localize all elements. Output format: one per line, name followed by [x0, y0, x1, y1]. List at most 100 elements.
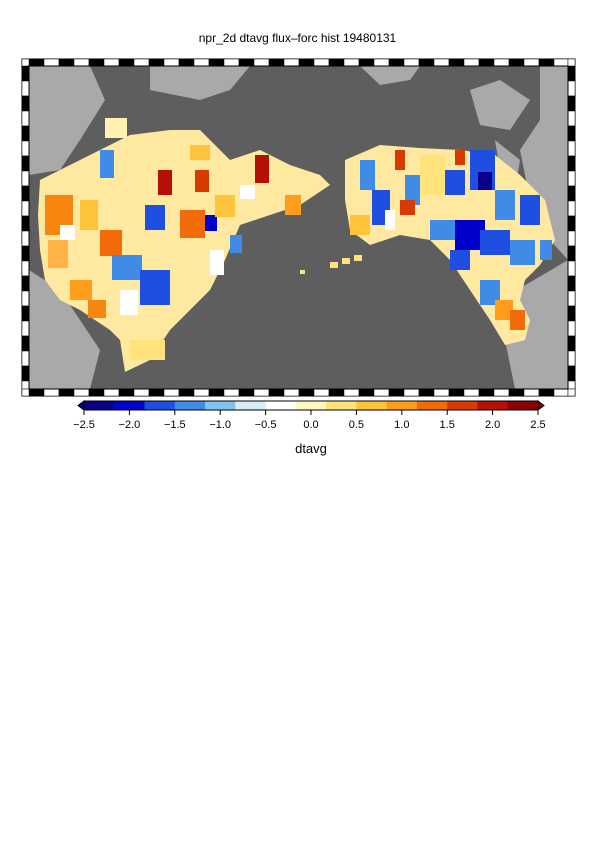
islands	[300, 255, 362, 274]
border-tick-segment	[28, 388, 45, 397]
border-tick-segment	[21, 380, 30, 390]
border-tick-segment	[58, 388, 75, 397]
border-tick-segment	[21, 170, 30, 187]
border-tick-segment	[21, 245, 30, 262]
colorbar-extend-high	[537, 400, 545, 411]
border-tick-segment	[478, 388, 495, 397]
border-tick-segment	[567, 185, 576, 202]
colorbar-swatch	[144, 401, 176, 410]
border-tick-segment	[133, 388, 150, 397]
colorbar-variable-label: dtavg	[295, 441, 327, 456]
border-tick-segment	[508, 388, 525, 397]
border-tick-segment	[567, 260, 576, 277]
border-tick-segment	[21, 320, 30, 337]
colorbar-tick-label: 0.0	[303, 419, 318, 431]
border-tick-segment	[88, 388, 105, 397]
border-tick-segment	[178, 388, 195, 397]
border-tick-segment	[567, 95, 576, 112]
border-tick-segment	[567, 80, 576, 97]
border-tick-segment	[553, 58, 569, 67]
colorbar-swatch	[386, 401, 418, 410]
colorbar-tick-label: 2.5	[530, 419, 545, 431]
border-tick-segment	[403, 58, 420, 67]
border-tick-segment	[567, 215, 576, 232]
border-tick-segment	[343, 58, 360, 67]
border-tick-segment	[283, 388, 300, 397]
colorbar-swatch	[447, 401, 478, 410]
border-tick-segment	[567, 125, 576, 142]
colorbar-tick-label: −0.5	[255, 419, 277, 431]
border-tick-segment	[538, 58, 555, 67]
border-tick-segment	[508, 58, 525, 67]
border-tick-segment	[21, 110, 30, 127]
border-tick-segment	[73, 58, 90, 67]
border-tick-segment	[103, 58, 120, 67]
border-tick-segment	[21, 125, 30, 142]
data-field-asia	[38, 118, 330, 372]
colorbar	[77, 400, 545, 411]
border-tick-segment	[567, 110, 576, 127]
border-tick-segment	[283, 58, 300, 67]
border-tick-segment	[418, 388, 435, 397]
colorbar-tick-label: 0.5	[349, 419, 364, 431]
border-tick-segment	[567, 380, 576, 390]
border-tick-segment	[567, 335, 576, 352]
colorbar-swatch	[174, 401, 206, 410]
colorbar-tick-label: −2.0	[119, 419, 141, 431]
map-content	[29, 66, 568, 389]
colorbar-swatch	[235, 401, 266, 410]
colorbar-swatch	[356, 401, 388, 410]
colorbar-swatch	[84, 401, 115, 410]
border-tick-segment	[493, 388, 510, 397]
colorbar-swatch	[477, 401, 509, 410]
border-tick-segment	[148, 388, 165, 397]
border-tick-segment	[21, 290, 30, 307]
border-tick-segment	[193, 58, 210, 67]
border-tick-segment	[118, 388, 135, 397]
plot-title: npr_2d dtavg flux–forc hist 19480131	[198, 31, 397, 45]
border-tick-segment	[567, 320, 576, 337]
border-tick-segment	[463, 58, 480, 67]
border-tick-segment	[433, 388, 450, 397]
border-tick-segment	[493, 58, 510, 67]
colorbar-swatch	[114, 401, 145, 410]
border-tick-segment	[208, 388, 225, 397]
border-tick-segment	[21, 215, 30, 232]
colorbar-tick-label: −1.5	[164, 419, 186, 431]
colorbar-ticks: −2.5 −2.0 −1.5 −1.0 −0.5 0.0 0.5 1.0 1.5 2.0 2.5	[73, 410, 546, 431]
border-tick-segment	[448, 58, 465, 67]
border-tick-segment	[268, 58, 285, 67]
border-tick-segment	[223, 58, 240, 67]
border-tick-segment	[463, 388, 480, 397]
border-tick-segment	[523, 58, 540, 67]
border-tick-segment	[88, 58, 105, 67]
border-tick-segment	[163, 388, 180, 397]
border-tick-segment	[253, 58, 270, 67]
border-tick-segment	[208, 58, 225, 67]
border-tick-segment	[567, 140, 576, 157]
border-tick-segment	[163, 58, 180, 67]
border-tick-segment	[21, 305, 30, 322]
border-tick-segment	[567, 290, 576, 307]
border-tick-segment	[478, 58, 495, 67]
colorbar-swatch	[507, 401, 539, 410]
colorbar-tick-label: −1.0	[209, 419, 231, 431]
border-tick-segment	[21, 275, 30, 292]
border-tick-segment	[223, 388, 240, 397]
data-field-namerica	[345, 145, 555, 345]
border-tick-segment	[433, 58, 450, 67]
border-tick-segment	[103, 388, 120, 397]
border-tick-segment	[73, 388, 90, 397]
border-tick-segment	[373, 388, 390, 397]
colorbar-extend-low	[77, 400, 85, 411]
border-tick-segment	[21, 155, 30, 172]
border-tick-segment	[21, 260, 30, 277]
border-tick-segment	[21, 58, 30, 67]
border-tick-segment	[21, 65, 30, 82]
border-tick-segment	[298, 388, 315, 397]
colorbar-tick-label: 1.5	[440, 419, 455, 431]
border-tick-segment	[567, 170, 576, 187]
border-tick-segment	[238, 58, 255, 67]
border-tick-segment	[567, 275, 576, 292]
